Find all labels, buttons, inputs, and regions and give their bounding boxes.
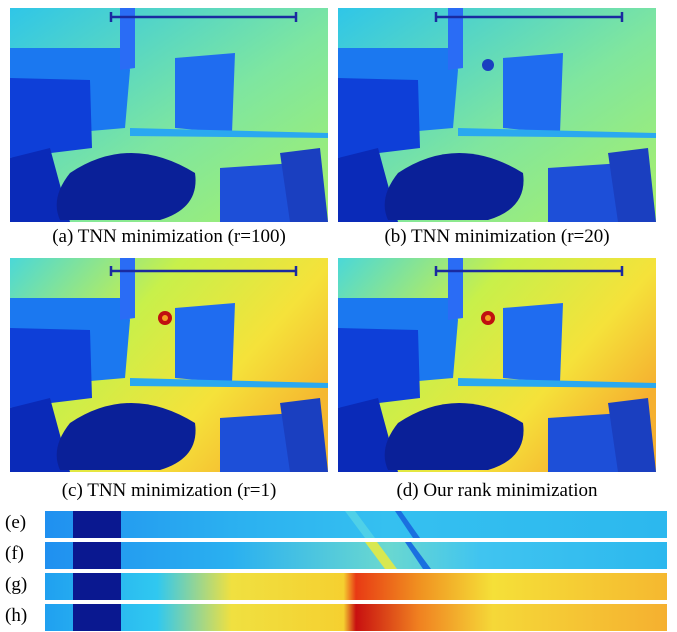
panel-a-image — [10, 8, 328, 222]
panel-d-image — [338, 258, 656, 472]
depth-map-d — [338, 258, 656, 472]
strip-g — [45, 573, 667, 600]
depth-map-b — [338, 8, 656, 222]
scanline-d — [434, 266, 624, 276]
caption-b: (b) TNN minimization (r=20) — [384, 226, 610, 247]
strip-e-image — [45, 511, 667, 538]
strip-label-h: (h) — [5, 605, 28, 626]
depth-map-a — [10, 8, 328, 222]
depth-map-c — [10, 258, 328, 472]
strip-label-e: (e) — [5, 512, 27, 533]
strip-g-image — [45, 573, 667, 600]
scanline-b — [434, 12, 624, 22]
strip-h-image — [45, 604, 667, 631]
strip-label-g: (g) — [5, 574, 28, 595]
strip-f-image — [45, 542, 667, 569]
scanline-c — [109, 266, 298, 276]
panel-c-image — [10, 258, 328, 472]
strip-h — [45, 604, 667, 631]
caption-d: (d) Our rank minimization — [396, 480, 598, 501]
scanline-a — [109, 12, 298, 22]
panel-b-image — [338, 8, 656, 222]
strip-e — [45, 511, 667, 538]
caption-a: (a) TNN minimization (r=100) — [52, 226, 286, 247]
caption-c: (c) TNN minimization (r=1) — [61, 480, 277, 501]
strip-label-f: (f) — [5, 543, 24, 564]
strip-f — [45, 542, 667, 569]
